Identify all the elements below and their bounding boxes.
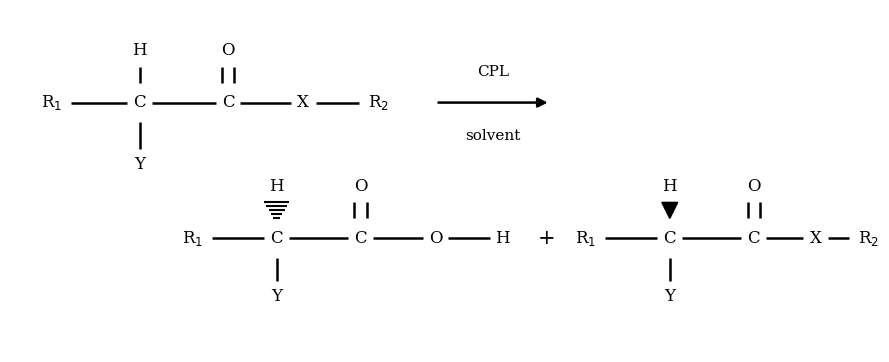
Text: O: O [428,230,443,247]
Text: R$_1$: R$_1$ [575,228,597,248]
Text: O: O [221,42,235,59]
Text: CPL: CPL [477,65,509,79]
Text: C: C [354,230,367,247]
Text: solvent: solvent [466,130,521,143]
Text: Y: Y [664,289,676,305]
Text: R$_2$: R$_2$ [368,93,388,112]
Text: R$_1$: R$_1$ [182,228,204,248]
Text: C: C [133,94,146,111]
Text: R$_1$: R$_1$ [41,93,62,112]
Text: X: X [810,230,821,247]
Text: +: + [537,228,555,248]
Text: C: C [270,230,283,247]
Text: C: C [748,230,760,247]
Text: Y: Y [134,156,145,173]
Text: O: O [354,178,367,195]
Polygon shape [661,202,677,218]
Text: H: H [662,178,677,195]
Text: C: C [221,94,235,111]
Text: H: H [132,42,147,59]
Text: X: X [297,94,309,111]
Text: H: H [269,178,284,195]
Text: O: O [747,178,760,195]
Text: H: H [494,230,509,247]
Text: Y: Y [271,289,282,305]
Text: R$_2$: R$_2$ [858,228,879,248]
Text: C: C [663,230,677,247]
